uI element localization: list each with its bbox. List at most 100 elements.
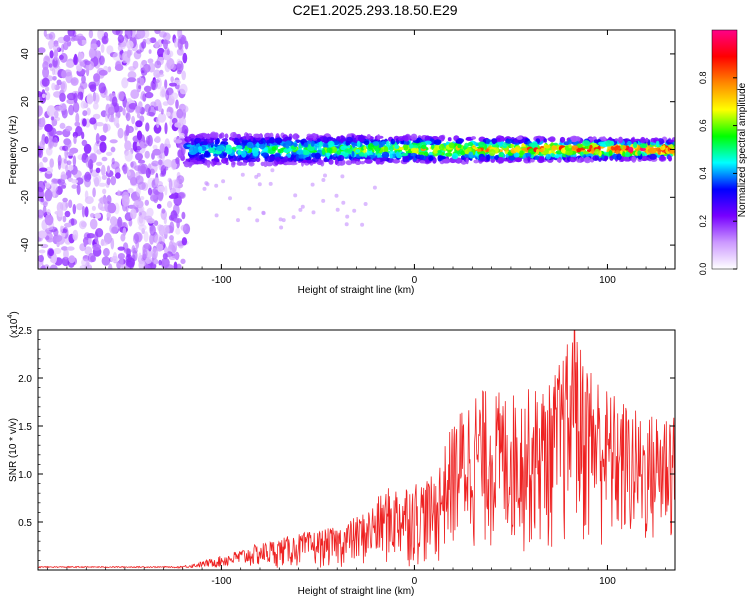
signal-blob [432, 147, 439, 154]
signal-blob [195, 137, 202, 143]
noise-blob [163, 159, 173, 169]
signal-blob [377, 153, 381, 158]
signal-blob [238, 161, 243, 166]
noise-blob [180, 258, 186, 264]
noise-blob [38, 261, 41, 269]
noise-blob [92, 174, 102, 185]
noise-blob [168, 241, 174, 250]
signal-blob [473, 159, 479, 164]
noise-blob [175, 227, 181, 235]
noise-blob [155, 73, 165, 78]
signal-blob [599, 143, 606, 147]
noise-blob [142, 249, 148, 260]
noise-blob [46, 105, 56, 117]
signal-blob [648, 147, 657, 154]
noise-blob [55, 130, 63, 136]
signal-blob [303, 142, 309, 148]
noise-blob [162, 32, 171, 41]
noise-blob [175, 63, 182, 70]
noise-blob [175, 157, 180, 165]
signal-blob [367, 143, 375, 150]
signal-blob [200, 153, 206, 160]
noise-blob [41, 264, 46, 269]
noise-blob [117, 91, 125, 101]
signal-blob [193, 147, 199, 154]
noise-blob [160, 86, 167, 95]
noise-blob [49, 264, 58, 269]
noise-blob [114, 64, 124, 71]
noise-blob [79, 61, 86, 67]
signal-blob [248, 161, 255, 167]
signal-blob [190, 135, 197, 139]
spectrogram-panel: -100 0 100 -40 -20 0 20 40 Height of straight l… [8, 29, 676, 296]
signal-blob [456, 138, 465, 143]
signal-blob [221, 157, 228, 164]
noise-blob [53, 49, 59, 58]
noise-blob [63, 34, 71, 43]
noise-blob [44, 123, 53, 133]
noise-blob [68, 255, 76, 264]
signal-blob [592, 155, 600, 162]
noise-blob [117, 246, 125, 251]
signal-blob [529, 158, 535, 163]
signal-blob [496, 137, 501, 142]
noise-blob [177, 30, 183, 40]
signal-blob [500, 152, 505, 157]
signal-blob [508, 154, 516, 161]
signal-blob [467, 147, 472, 153]
signal-blob [438, 143, 445, 151]
signal-blob [410, 133, 418, 141]
noise-blob [173, 139, 183, 144]
signal-blob [300, 140, 304, 144]
noise-blob [44, 182, 51, 189]
signal-blob [545, 153, 551, 160]
signal-blob [593, 139, 599, 143]
noise-blob [92, 102, 99, 110]
signal-blob [240, 150, 247, 158]
noise-blob [79, 81, 88, 90]
noise-blob [82, 118, 87, 127]
noise-blob [72, 30, 77, 38]
noise-blob [63, 158, 67, 164]
signal-blob [344, 148, 351, 153]
spectrogram-x-tick-label: 100 [599, 275, 616, 286]
signal-blob [394, 144, 400, 150]
signal-blob [383, 146, 389, 153]
noise-blob [68, 164, 74, 171]
signal-blob [197, 161, 203, 165]
noise-blob [170, 76, 174, 83]
signal-blob [213, 153, 219, 157]
noise-blob [45, 225, 54, 231]
snr-y-multiplier-close: ) [9, 311, 20, 314]
signal-blob [392, 159, 401, 164]
noise-blob [126, 49, 132, 59]
signal-blob [289, 161, 298, 166]
noise-blob [86, 93, 94, 105]
noise-blob [117, 44, 123, 52]
noise-blob [154, 234, 162, 245]
noise-blob [147, 58, 154, 64]
noise-blob [95, 228, 104, 238]
outlier-blob [372, 185, 377, 190]
noise-blob [173, 37, 179, 48]
noise-blob [146, 218, 155, 224]
colorbar-ticks: 0.0 0.2 0.4 0.6 0.8 [698, 72, 737, 275]
noise-blob [70, 77, 79, 86]
signal-blob [395, 151, 400, 159]
signal-blob [630, 137, 635, 144]
outlier-blob [268, 181, 273, 186]
noise-blob [95, 133, 100, 145]
noise-blob [81, 205, 86, 218]
signal-blob [519, 150, 524, 156]
noise-blob [106, 165, 111, 174]
noise-blob [184, 40, 189, 50]
signal-blob [327, 140, 335, 148]
noise-blob [169, 82, 177, 87]
noise-blob [137, 159, 146, 164]
noise-blob [52, 186, 56, 198]
signal-blob [547, 137, 556, 142]
noise-blob [162, 253, 168, 260]
noise-blob [136, 49, 142, 54]
outlier-blob [363, 202, 368, 206]
noise-blob [162, 224, 170, 235]
